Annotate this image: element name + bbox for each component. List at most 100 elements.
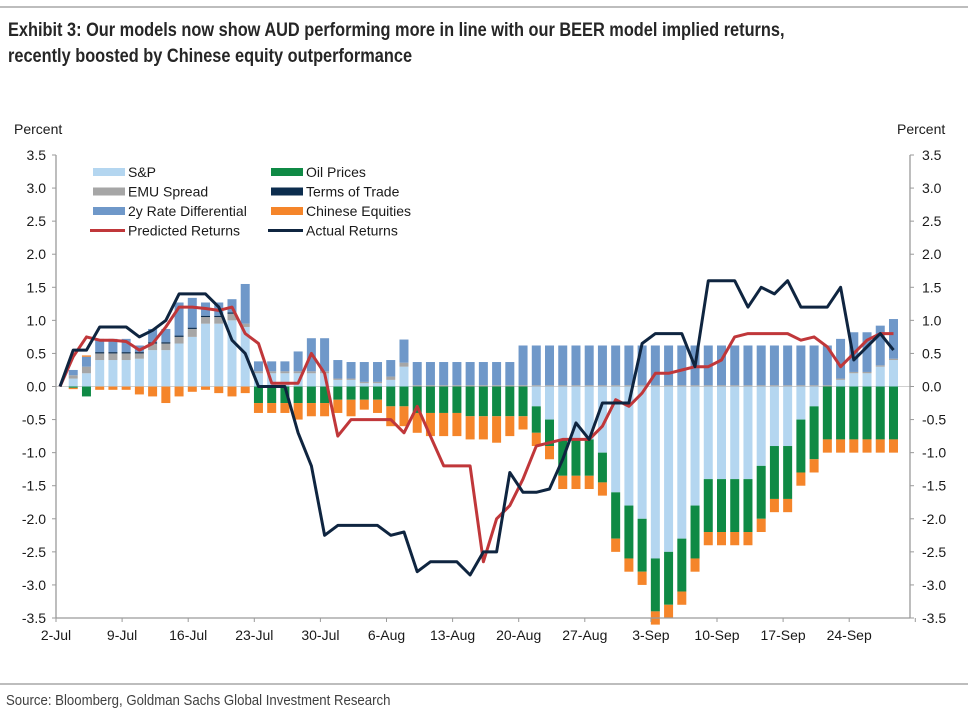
bar-2y-rate-differential [452,362,462,386]
right-y-tick-label: -3.0 [922,577,946,593]
bar-emu-spread [849,371,859,374]
bar-oil-prices [320,386,330,404]
bar-oil-prices [267,386,277,404]
bar-s-p [134,358,144,387]
bar-chinese-equities [412,412,422,433]
left-y-tick-label: 1.5 [27,279,47,295]
legend-swatch [93,168,125,176]
bar-2y-rate-differential [809,345,819,386]
bar-oil-prices [624,505,634,559]
bar-emu-spread [743,385,753,387]
bar-2y-rate-differential [174,302,184,336]
bar-chinese-equities [306,403,316,417]
bar-oil-prices [280,386,290,404]
left-y-tick-label: 0.5 [27,345,47,361]
bar-emu-spread [306,371,316,374]
bar-2y-rate-differential [333,360,343,379]
bar-chinese-equities [320,403,330,417]
bar-chinese-equities [386,406,396,427]
right-axis-label: Percent [897,121,945,137]
right-y-tick-label: 0.5 [922,345,942,361]
bar-chinese-equities [769,498,779,513]
bar-chinese-equities [280,403,290,413]
bar-emu-spread [531,385,541,387]
bar-2y-rate-differential [399,339,409,363]
left-y-tick-label: -2.5 [22,544,46,560]
bar-emu-spread [452,385,462,387]
x-tick-label: 10-Sep [694,627,739,643]
legend-swatch [271,207,303,215]
chart: Percent Percent 3.5 3.5 3.0 3.0 2.5 2.5 2.0 2.0… [14,121,946,643]
bar-oil-prices [505,386,515,417]
bar-oil-prices [492,386,502,417]
bar-chinese-equities [743,532,753,546]
bar-2y-rate-differential [624,345,634,386]
bar-chinese-equities [518,416,528,430]
bar-2y-rate-differential [558,345,568,386]
bar-terms-of-trade [201,315,211,318]
bar-chinese-equities [505,416,515,437]
bar-chinese-equities [214,386,224,394]
bar-chinese-equities [637,571,647,585]
bar-2y-rate-differential [148,328,158,343]
bar-oil-prices [359,386,369,400]
bar-2y-rate-differential [293,351,303,372]
bar-oil-prices [293,386,303,404]
legend-label: EMU Spread [128,184,208,200]
bar-2y-rate-differential [717,345,726,386]
bar-terms-of-trade [108,352,118,354]
bar-oil-prices [253,386,263,404]
bar-emu-spread [875,365,885,367]
left-y-tick-label: 2.5 [27,213,47,229]
bar-oil-prices [452,386,462,413]
bar-emu-spread [214,317,224,324]
legend-label: Oil Prices [306,164,366,180]
bar-2y-rate-differential [756,345,766,386]
right-y-tick-label: -0.5 [922,412,946,428]
bar-s-p [95,360,105,387]
bar-oil-prices [822,386,832,440]
bar-chinese-equities [730,532,740,546]
bar-2y-rate-differential [531,345,541,386]
bar-emu-spread [558,385,568,387]
bar-emu-spread [148,343,158,351]
legend-label: S&P [128,164,156,180]
bar-2y-rate-differential [412,362,422,386]
bar-2y-rate-differential [81,356,91,367]
bar-oil-prices [756,465,766,519]
legend-label: Actual Returns [306,223,398,239]
bar-s-p [650,386,660,559]
bar-s-p [664,386,674,552]
bar-chinese-equities [399,406,409,427]
bar-2y-rate-differential [240,283,250,324]
bar-oil-prices [650,558,660,612]
bar-emu-spread [201,317,211,324]
bar-chinese-equities [359,399,369,410]
bar-chinese-equities [558,475,568,490]
bar-2y-rate-differential [505,362,515,386]
bar-s-p [148,350,158,387]
title-line-2: recently boosted by Chinese equity outpe… [8,46,413,67]
bar-emu-spread [836,378,846,380]
right-y-tick-label: 3.5 [922,147,942,163]
bar-2y-rate-differential [161,328,171,343]
bar-s-p [611,386,621,493]
bar-chinese-equities [81,355,91,357]
bar-chinese-equities [439,412,449,437]
bar-emu-spread [412,385,422,387]
chart-title: Exhibit 3: Our models now show AUD perfo… [8,18,954,70]
bar-emu-spread [346,378,356,380]
left-y-tick-label: 2.0 [27,246,47,262]
bar-emu-spread [280,371,290,374]
line-actual-returns [58,279,895,577]
bar-2y-rate-differential [888,319,898,359]
left-y-tick-label: -3.0 [22,577,46,593]
bar-chinese-equities [293,403,303,420]
bar-emu-spread [597,385,607,387]
bar-s-p [161,350,171,387]
bar-s-p [875,366,885,387]
bar-s-p [201,323,211,387]
bar-oil-prices [346,386,356,400]
x-tick-label: 24-Sep [827,627,872,643]
bar-emu-spread [888,358,898,361]
